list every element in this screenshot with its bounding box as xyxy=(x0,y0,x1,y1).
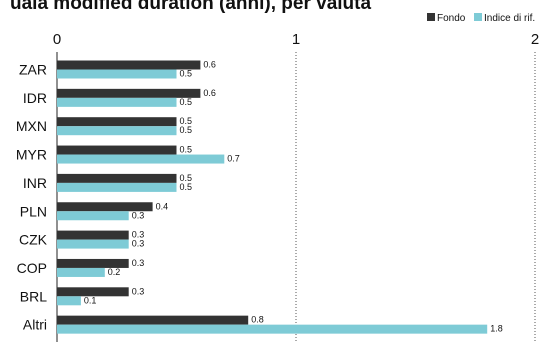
x-tick-label: 0 xyxy=(53,31,61,48)
legend-label-indice: Indice di rif. xyxy=(484,13,535,24)
bar-indice xyxy=(57,97,177,107)
data-label: 0.8 xyxy=(251,315,264,325)
data-label: 0.3 xyxy=(132,210,145,220)
bar-fondo xyxy=(57,145,177,155)
bar-fondo xyxy=(57,258,129,268)
category-label: BRL xyxy=(20,288,47,304)
legend-swatch-fondo xyxy=(427,13,435,21)
data-label: 0.3 xyxy=(132,239,145,249)
legend-label-fondo: Fondo xyxy=(437,13,466,24)
bar-indice xyxy=(57,211,129,221)
data-label: 0.4 xyxy=(156,201,169,211)
category-labels: ZAR IDR MXN MYR INR PLN CZK COP BRL Altri xyxy=(16,62,48,333)
data-label: 0.2 xyxy=(108,267,121,277)
data-label: 0.5 xyxy=(180,116,193,126)
bar-fondo xyxy=(57,173,177,183)
gridlines xyxy=(295,52,536,342)
data-label: 0.5 xyxy=(180,97,193,107)
category-label: IDR xyxy=(23,90,47,106)
data-label: 0.5 xyxy=(180,173,193,183)
bar-indice xyxy=(57,182,177,192)
bar-indice xyxy=(57,267,105,277)
bar-indice xyxy=(57,69,177,79)
category-label: MXN xyxy=(16,118,47,134)
bar-indice xyxy=(57,296,81,306)
data-label: 0.5 xyxy=(180,182,193,192)
x-axis-ticks: 0 1 2 xyxy=(53,31,539,48)
category-label: PLN xyxy=(20,203,47,219)
bar-indice xyxy=(57,154,225,164)
data-label: 0.7 xyxy=(227,154,240,164)
chart-title: uala modified duration (anni), per valut… xyxy=(10,0,371,14)
category-label: CZK xyxy=(19,232,48,248)
category-label: MYR xyxy=(16,147,47,163)
chart-legend: Fondo Indice di rif. xyxy=(427,13,535,24)
bar-fondo xyxy=(57,315,249,325)
data-label: 0.3 xyxy=(132,230,145,240)
bar-fondo xyxy=(57,117,177,127)
data-label: 0.3 xyxy=(132,286,145,296)
bar-fondo xyxy=(57,287,129,297)
data-label: 0.3 xyxy=(132,258,145,268)
data-label: 0.6 xyxy=(203,60,216,70)
legend-swatch-indice xyxy=(474,13,482,21)
bars: 0.60.50.60.50.50.50.50.70.50.50.40.30.30… xyxy=(57,60,503,334)
data-label: 0.5 xyxy=(180,125,193,135)
x-tick-label: 1 xyxy=(292,31,300,48)
bar-fondo xyxy=(57,88,201,98)
category-label: ZAR xyxy=(19,62,47,78)
category-label: INR xyxy=(23,175,47,191)
bar-indice xyxy=(57,126,177,136)
data-label: 0.6 xyxy=(203,88,216,98)
data-label: 1.8 xyxy=(490,324,503,334)
data-label: 0.5 xyxy=(180,145,193,155)
bar-fondo xyxy=(57,230,129,240)
category-label: COP xyxy=(17,260,47,276)
bar-fondo xyxy=(57,202,153,212)
x-tick-label: 2 xyxy=(531,31,539,48)
data-label: 0.1 xyxy=(84,295,97,305)
data-label: 0.5 xyxy=(180,69,193,79)
bar-fondo xyxy=(57,60,201,70)
category-label: Altri xyxy=(23,317,47,333)
bar-indice xyxy=(57,324,488,334)
bar-indice xyxy=(57,239,129,249)
